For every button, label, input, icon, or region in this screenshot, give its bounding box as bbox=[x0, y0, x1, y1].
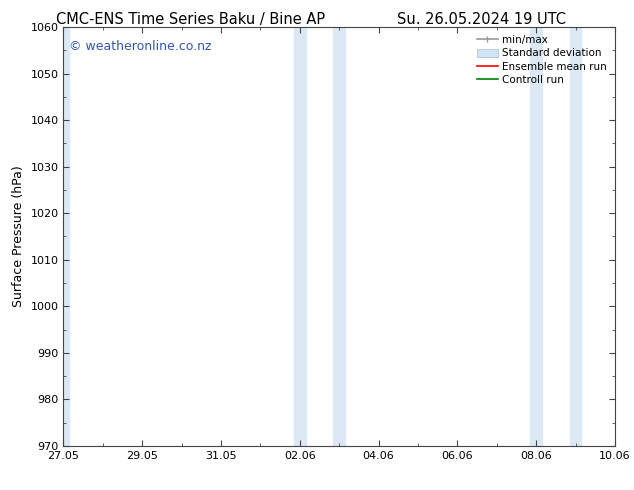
Bar bbox=[333, 27, 345, 446]
Y-axis label: Surface Pressure (hPa): Surface Pressure (hPa) bbox=[12, 166, 25, 307]
Bar bbox=[58, 27, 69, 446]
Text: © weatheronline.co.nz: © weatheronline.co.nz bbox=[69, 40, 211, 52]
Bar bbox=[570, 27, 581, 446]
Text: Su. 26.05.2024 19 UTC: Su. 26.05.2024 19 UTC bbox=[398, 12, 566, 27]
Bar bbox=[294, 27, 306, 446]
Bar bbox=[530, 27, 542, 446]
Text: CMC-ENS Time Series Baku / Bine AP: CMC-ENS Time Series Baku / Bine AP bbox=[56, 12, 325, 27]
Legend: min/max, Standard deviation, Ensemble mean run, Controll run: min/max, Standard deviation, Ensemble me… bbox=[474, 32, 610, 88]
